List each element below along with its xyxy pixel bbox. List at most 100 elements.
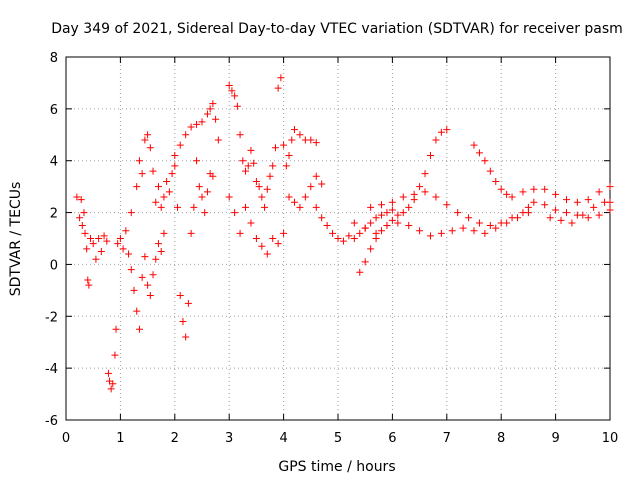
x-axis: 0 1 2 3 4 5 6 7 8 9 10 [62, 57, 618, 446]
data-point-late-band [568, 219, 576, 227]
data-point-early-scatter [112, 325, 120, 333]
data-point-rising-arc [361, 258, 369, 266]
data-point-rising-block [144, 131, 152, 139]
data-point-early-scatter [77, 196, 85, 204]
data-point-late-arc [481, 157, 489, 165]
data-point-band-lower [405, 222, 413, 230]
data-point-late-band [590, 203, 598, 211]
data-point-late-arc [573, 198, 581, 206]
data-point-lower-mid [318, 180, 326, 188]
data-point-late-band [562, 209, 570, 217]
data-point-early-scatter [73, 193, 81, 201]
data-point-late-band [552, 206, 560, 214]
data-point-mid-cluster [271, 144, 279, 152]
data-point-rising-arc [405, 203, 413, 211]
data-point-band-upper [421, 188, 429, 196]
data-point-late-band [595, 211, 603, 219]
y-tick-label: 6 [50, 103, 58, 118]
data-point-late-arc [503, 190, 511, 198]
data-point-rising-block [149, 167, 157, 175]
data-point-lower-mid [296, 203, 304, 211]
data-point-lower-mid [274, 240, 282, 248]
y-tick-label: 0 [50, 258, 58, 273]
data-point-mid-cluster [242, 167, 250, 175]
data-point-late-arc [497, 185, 505, 193]
data-point-early-scatter [130, 286, 138, 294]
data-point-rising-arc [388, 216, 396, 224]
data-point-rising-block [141, 136, 149, 144]
data-point-early-scatter [114, 240, 122, 248]
data-point-late-band [606, 198, 614, 206]
data-point-mid-cluster [290, 126, 298, 134]
data-point-early-scatter [86, 235, 94, 242]
x-axis-label: GPS time / hours [278, 459, 395, 475]
x-tick-label: 10 [602, 431, 619, 446]
data-point-band-lower [426, 232, 434, 240]
data-point-lower-mid [290, 198, 298, 206]
data-point-rising-block [165, 188, 173, 196]
data-point-band-lower [383, 222, 391, 230]
data-point-descending-tail [372, 214, 380, 222]
data-point-mid-cluster [261, 203, 269, 211]
data-point-rising-arc [367, 245, 375, 253]
data-point-rising-block [179, 317, 187, 325]
data-point-band-upper [465, 214, 473, 222]
data-point-peak-band [209, 100, 217, 108]
data-point-mid-cluster [312, 139, 320, 147]
data-point-early-scatter [122, 227, 130, 235]
x-tick-label: 6 [388, 431, 396, 446]
data-point-band-upper [454, 209, 462, 217]
data-point-rising-block [133, 183, 141, 191]
data-point-early-scatter [97, 247, 105, 255]
data-point-early-scatter [160, 229, 168, 237]
data-point-lower-mid [263, 250, 271, 258]
data-point-late-arc [606, 183, 614, 191]
data-point-lower-mid [236, 229, 244, 237]
x-tick-label: 2 [171, 431, 179, 446]
data-point-mid-cluster [250, 159, 258, 167]
data-point-peak-band [206, 105, 214, 113]
x-tick-label: 0 [62, 431, 70, 446]
data-point-late-arc [562, 196, 570, 204]
data-point-rising-block [157, 203, 165, 211]
data-point-rising-block [160, 193, 168, 201]
data-point-band-upper [475, 219, 483, 227]
data-point-rising-block [182, 333, 190, 341]
data-point-rising-block [146, 144, 154, 152]
y-tick-label: -2 [45, 310, 58, 325]
data-point-rising-block [203, 188, 211, 196]
data-point-lower-mid [247, 219, 255, 227]
data-point-early-scatter [154, 240, 162, 248]
y-tick-label: -4 [45, 362, 58, 377]
data-point-rising-block [187, 229, 195, 237]
data-point-rising-block [138, 170, 146, 178]
data-point-late-band [584, 214, 592, 222]
data-point-descending-tail [339, 237, 347, 245]
data-point-rising-arc [399, 209, 407, 217]
data-point-lower-mid [269, 235, 277, 242]
data-point-late-band [546, 214, 554, 222]
data-point-mid-cluster [244, 162, 252, 170]
y-tick-label: 8 [50, 51, 58, 66]
x-tick-label: 5 [334, 431, 342, 446]
data-point-band-upper [443, 201, 451, 209]
data-point-band-lower [416, 227, 424, 235]
data-point-descending-tail [383, 209, 391, 217]
data-point-lower-mid [231, 209, 239, 217]
data-point-late-arc [552, 190, 560, 198]
data-point-early-scatter [146, 292, 154, 300]
data-point-late-band [541, 201, 549, 209]
data-point-mid-cluster [266, 172, 274, 180]
chart-title: Day 349 of 2021, Sidereal Day-to-day VTE… [51, 21, 623, 37]
data-point-lower-mid [301, 193, 309, 201]
data-point-mid-cluster [296, 131, 304, 139]
data-point-peak-band [212, 115, 220, 123]
data-point-band-lower [481, 229, 489, 237]
data-point-descending-tail [367, 219, 375, 227]
data-point-early-scatter [127, 266, 135, 274]
data-point-mid-cluster [280, 141, 288, 149]
data-point-band-upper [378, 201, 386, 209]
data-point-band-lower [492, 224, 500, 232]
data-point-early-scatter [135, 325, 143, 333]
data-point-mid-cluster [263, 185, 271, 193]
